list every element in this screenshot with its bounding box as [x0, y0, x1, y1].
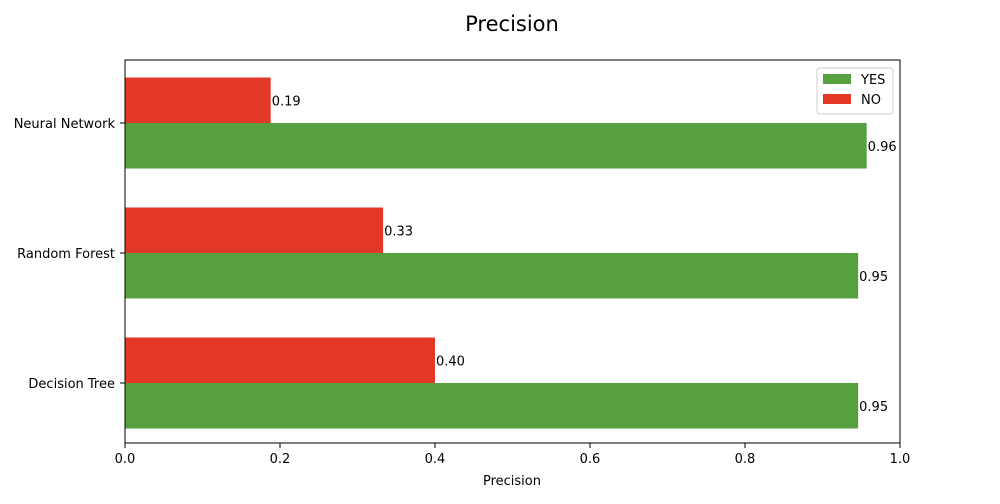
x-tick-label-1: 0.2 [270, 452, 291, 467]
x-tick-label-0: 0.0 [115, 452, 136, 467]
plot-area: 0.40 0.95 0.33 0.95 0.19 0.96 [125, 77, 897, 429]
x-axis-label: Precision [483, 474, 541, 489]
bar-label-no-2: 0.19 [272, 94, 301, 109]
bar-label-yes-2: 0.96 [868, 140, 897, 155]
legend: YES NO [816, 67, 894, 115]
x-tick-label-3: 0.6 [580, 452, 601, 467]
y-tick-label-0: Decision Tree [28, 377, 115, 392]
x-axis: 0.0 0.2 0.4 0.6 0.8 1.0 [115, 443, 911, 467]
x-tick-label-4: 0.8 [735, 452, 756, 467]
bar-yes-1 [125, 253, 859, 299]
legend-swatch-no [823, 94, 851, 104]
bar-label-yes-1: 0.95 [859, 270, 888, 285]
bar-yes-0 [125, 383, 859, 429]
legend-swatch-yes [823, 74, 851, 84]
legend-label-no: NO [861, 93, 881, 108]
bar-no-1 [125, 207, 384, 253]
y-tick-label-1: Random Forest [17, 247, 115, 262]
plot-frame [124, 59, 901, 444]
y-axis: Decision Tree Random Forest Neural Network [14, 117, 125, 392]
bar-label-no-0: 0.40 [436, 354, 465, 369]
bar-label-no-1: 0.33 [384, 224, 413, 239]
x-tick-label-5: 1.0 [890, 452, 911, 467]
bar-label-yes-0: 0.95 [859, 400, 888, 415]
bar-yes-2 [125, 123, 867, 169]
y-tick-label-2: Neural Network [14, 117, 116, 132]
legend-label-yes: YES [860, 73, 885, 88]
chart-title: Precision [465, 12, 559, 36]
bar-no-0 [125, 337, 435, 383]
x-tick-label-2: 0.4 [425, 452, 446, 467]
bar-no-2 [125, 77, 271, 123]
